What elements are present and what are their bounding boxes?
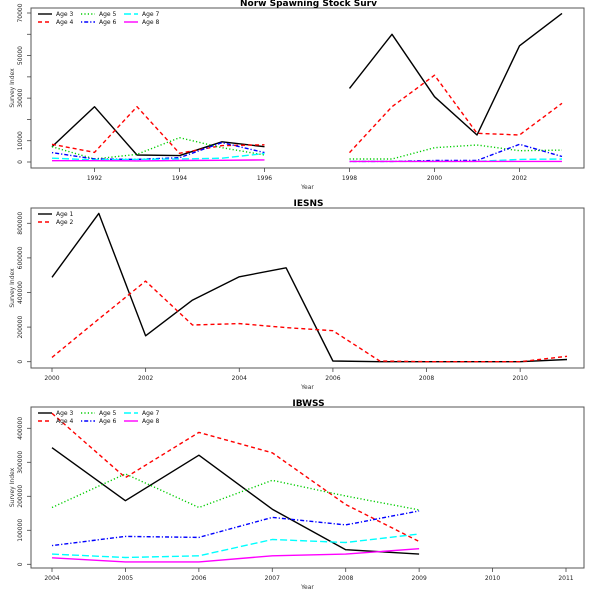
- chart-title: IBWSS: [292, 399, 324, 409]
- y-axis-label: Survey Index: [9, 467, 16, 507]
- legend-label: Age 3: [56, 410, 74, 417]
- series-line-age-4: [51, 412, 420, 543]
- series-line-age-6: [51, 510, 420, 547]
- x-tick-label: 2006: [325, 375, 340, 382]
- x-axis-label: Year: [300, 184, 314, 191]
- legend-label: Age 7: [142, 11, 160, 18]
- x-tick-label: 2010: [513, 375, 528, 382]
- legend-label: Age 5: [99, 410, 117, 417]
- series-line-age-3: [51, 447, 420, 555]
- x-axis-label: Year: [300, 584, 314, 591]
- panel-3: IBWSS Year Survey Index 2004 2005 2006 2007 200…: [9, 399, 585, 591]
- y-tick-label: 400000: [17, 417, 24, 440]
- x-tick-label: 1996: [257, 175, 272, 182]
- y-tick-label: 100000: [17, 519, 24, 542]
- x-tick-label: 1998: [342, 175, 357, 182]
- y-tick-label: 10000: [17, 131, 24, 150]
- chart-title: IESNS: [294, 199, 324, 209]
- y-axis-label: Survey Index: [9, 268, 16, 308]
- x-tick-label: 2002: [138, 375, 153, 382]
- x-tick-label: 2000: [427, 175, 442, 182]
- y-tick-label: 0: [17, 562, 24, 566]
- x-tick-label: 2000: [44, 375, 59, 382]
- y-tick-label: 0: [17, 360, 24, 364]
- legend-label: Age 6: [99, 19, 117, 26]
- y-tick-label: 300000: [17, 451, 24, 474]
- x-tick-label: 2009: [412, 575, 427, 582]
- legend-label: Age 3: [56, 11, 74, 18]
- x-tick-label: 2006: [191, 575, 206, 582]
- series-line-age-2: [51, 280, 568, 363]
- x-tick-label: 2010: [485, 575, 500, 582]
- series-line-age-5: [51, 137, 563, 160]
- y-tick-label: 800000: [17, 212, 24, 235]
- series-line-age-8: [52, 159, 562, 163]
- y-tick-label: 600000: [17, 246, 24, 269]
- panel-2: IESNS Year Survey Index 2000 2002 2004 2006 200…: [9, 199, 585, 391]
- x-tick-label: 2011: [558, 575, 573, 582]
- series-line-age-8: [51, 548, 420, 563]
- panel-1: Norw Spawning Stock Surv Year Survey Index…: [9, 0, 585, 191]
- series-line-age-1: [51, 212, 568, 363]
- y-tick-label: 30000: [17, 88, 24, 107]
- series-line-age-7: [51, 533, 420, 559]
- y-tick-label: 200000: [17, 485, 24, 508]
- x-tick-label: 2005: [118, 575, 133, 582]
- x-tick-label: 1994: [172, 175, 187, 182]
- x-tick-label: 2002: [512, 175, 527, 182]
- legend-label: Age 5: [99, 11, 117, 18]
- legend-label: Age 8: [142, 418, 160, 425]
- legend-label: Age 6: [99, 418, 117, 425]
- legend-label: Age 4: [56, 418, 74, 425]
- chart-title: Norw Spawning Stock Surv: [240, 0, 377, 9]
- y-tick-label: 70000: [17, 3, 24, 22]
- x-tick-label: 2007: [265, 575, 280, 582]
- series-line-age-4: [51, 74, 563, 154]
- legend-label: Age 4: [56, 19, 74, 26]
- x-tick-label: 2008: [419, 375, 434, 382]
- y-tick-label: 0: [17, 160, 24, 164]
- legend-label: Age 1: [56, 211, 74, 218]
- plot-frame: [30, 7, 585, 169]
- x-tick-label: 2004: [232, 375, 247, 382]
- y-tick-label: 400000: [17, 281, 24, 304]
- legend-label: Age 8: [142, 19, 160, 26]
- y-tick-label: 200000: [17, 315, 24, 338]
- series-line-age-3: [51, 12, 563, 157]
- x-tick-label: 2008: [338, 575, 353, 582]
- x-tick-label: 2004: [44, 575, 59, 582]
- legend-label: Age 7: [142, 410, 160, 417]
- plot-frame: [30, 406, 585, 569]
- plot-frame: [30, 207, 585, 369]
- x-axis-label: Year: [300, 384, 314, 391]
- y-axis-label: Survey Index: [9, 68, 16, 108]
- legend-label: Age 2: [56, 219, 74, 226]
- x-tick-label: 1992: [87, 175, 102, 182]
- y-tick-label: 50000: [17, 46, 24, 65]
- series-line-age-5: [51, 473, 420, 511]
